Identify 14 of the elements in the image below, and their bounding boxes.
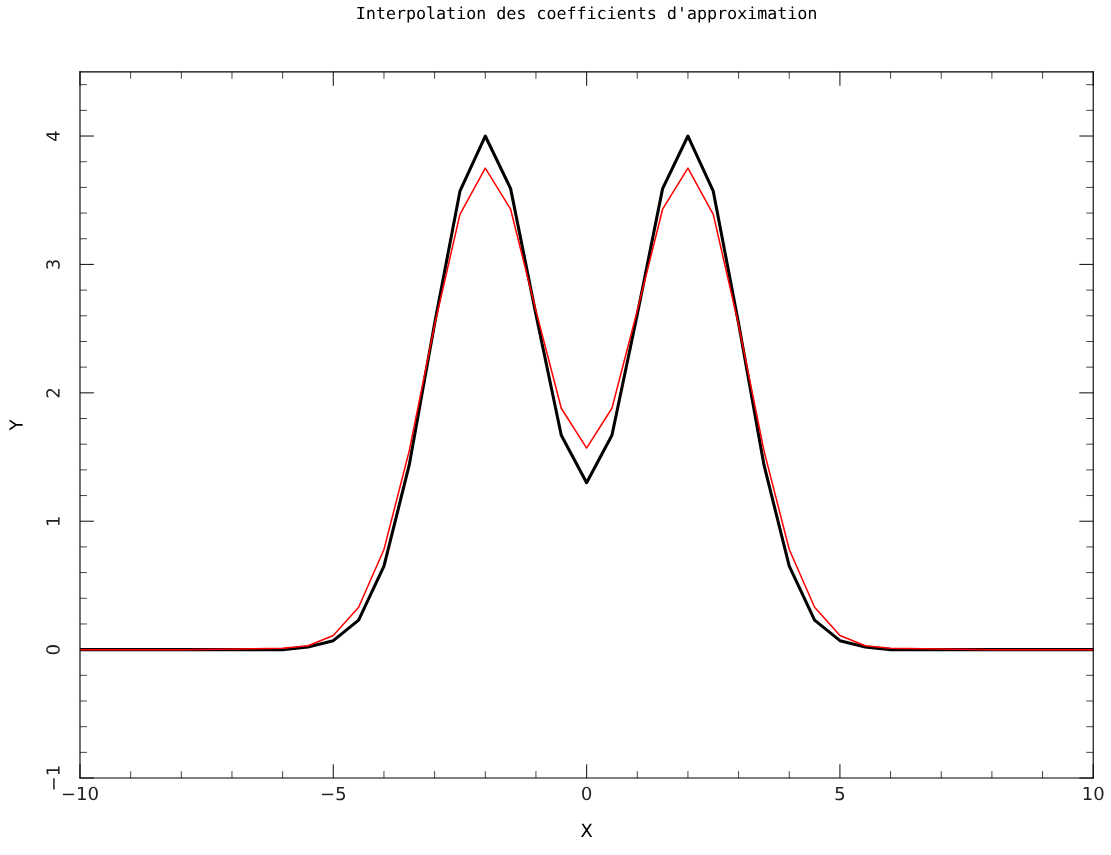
x-axis-title: X (580, 823, 593, 838)
x-tick-label: 5 (835, 786, 845, 801)
x-tick-label: 10 (1083, 786, 1104, 801)
y-axis-title: Y (9, 419, 23, 431)
y-tick-label: 4 (46, 131, 60, 141)
x-tick-label: −5 (321, 786, 346, 801)
x-tick-label: 0 (582, 786, 592, 801)
x-tick-label: −10 (62, 786, 98, 801)
y-tick-label: 2 (46, 388, 60, 398)
y-tick-label: 1 (46, 517, 60, 525)
chart-title: Interpolation des coefficients d'approximation (357, 6, 816, 23)
y-tick-label: 3 (46, 260, 60, 269)
y-tick-label: −1 (46, 766, 60, 790)
y-tick-label: 0 (46, 645, 60, 655)
